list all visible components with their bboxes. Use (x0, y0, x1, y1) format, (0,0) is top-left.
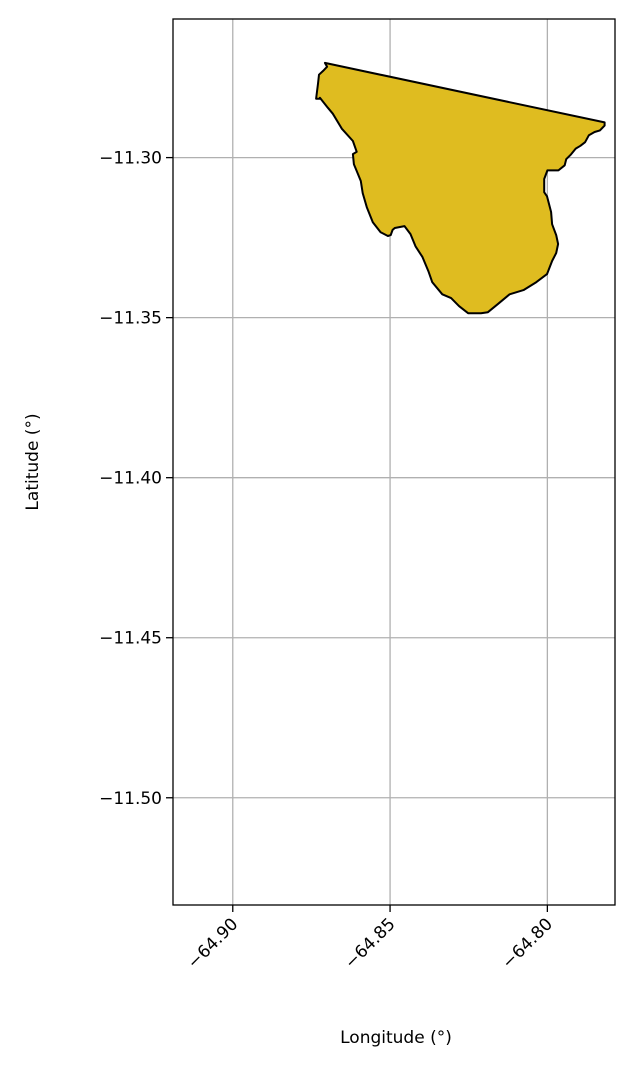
y-axis-title: Latitude (°) (23, 413, 43, 510)
x-axis-title: Longitude (°) (340, 1028, 452, 1048)
y-tick-label: −11.50 (99, 789, 162, 809)
region-polygon (315, 61, 606, 315)
plot-frame (172, 18, 616, 906)
x-tick-label: −64.90 (184, 914, 243, 973)
y-ticks: −11.30 −11.35 −11.40 −11.45 −11.50 (99, 149, 173, 809)
y-tick-label: −11.45 (99, 629, 162, 649)
x-tick-label: −64.85 (341, 914, 400, 973)
x-ticks: −64.90 −64.85 −64.80 (184, 905, 557, 973)
y-tick-label: −11.35 (99, 309, 162, 329)
y-tick-label: −11.30 (99, 149, 162, 169)
x-tick-label: −64.80 (498, 914, 557, 973)
y-tick-label: −11.40 (99, 469, 162, 489)
